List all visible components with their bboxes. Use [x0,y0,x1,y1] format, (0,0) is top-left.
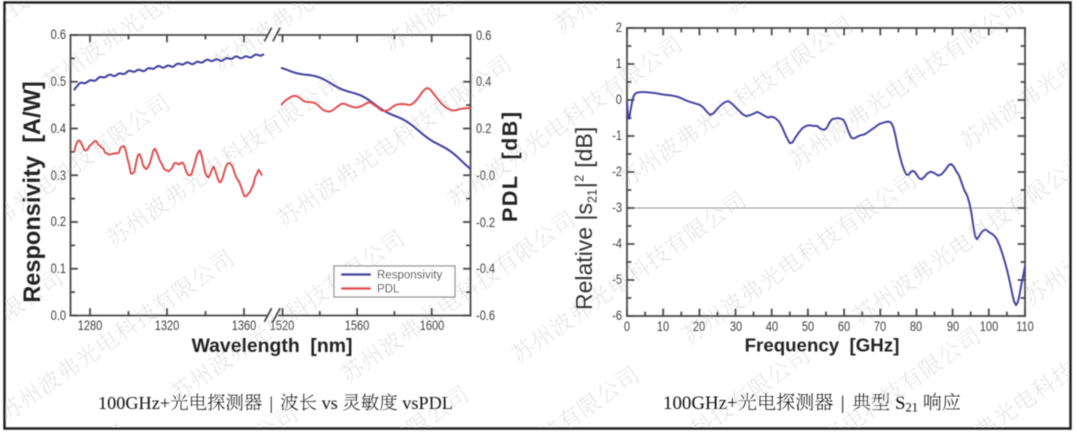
svg-text:-0.4: -0.4 [476,261,496,276]
svg-text:Frequency [GHz]: Frequency [GHz] [745,335,900,356]
svg-text:-0.2: -0.2 [476,215,495,230]
svg-text:0.6: 0.6 [51,27,66,42]
svg-text:0.0: 0.0 [51,308,66,323]
svg-text:-5: -5 [612,272,622,287]
svg-text:|: | [269,393,273,413]
svg-text:0.4: 0.4 [476,74,492,89]
svg-text:100: 100 [980,319,999,334]
svg-text:70: 70 [874,319,886,334]
svg-text:0.1: 0.1 [51,261,66,276]
svg-text:100GHz+: 100GHz+ [663,393,738,414]
svg-text:1600: 1600 [420,318,445,333]
svg-text:50: 50 [802,319,814,334]
svg-text:Responsivity [A/W]: Responsivity [A/W] [20,81,46,303]
svg-text:1360: 1360 [232,318,257,333]
svg-text:110: 110 [1016,319,1034,334]
svg-text:|: | [841,393,845,414]
svg-text:-1: -1 [612,128,622,143]
svg-text:vsPDL: vsPDL [402,393,453,413]
svg-text:S: S [895,393,906,414]
svg-text:2: 2 [573,175,587,182]
svg-text:10: 10 [657,319,669,334]
svg-text:PDL: PDL [377,284,400,296]
svg-text:|: | [571,182,597,188]
svg-text:0: 0 [616,92,622,107]
svg-text:Wavelength [nm]: Wavelength [nm] [192,335,353,357]
svg-text:0.6: 0.6 [476,28,491,43]
svg-text:1: 1 [616,56,622,71]
svg-text:-0.0: -0.0 [476,168,495,183]
svg-text:60: 60 [838,319,850,334]
svg-text:0.2: 0.2 [476,121,491,136]
svg-text:0.3: 0.3 [51,168,66,183]
svg-text:20: 20 [693,319,705,334]
svg-text:PDL [dB]: PDL [dB] [498,112,522,222]
svg-text:-3: -3 [612,200,622,215]
svg-text:0.5: 0.5 [51,74,66,89]
svg-text:Responsivity: Responsivity [377,270,442,282]
svg-text:1320: 1320 [155,318,180,333]
svg-text:21: 21 [906,401,918,415]
svg-text:2: 2 [616,20,622,35]
svg-text:0: 0 [624,319,630,334]
svg-text:80: 80 [910,319,922,334]
svg-text:-4: -4 [612,236,622,251]
svg-text:1520: 1520 [270,318,295,333]
svg-text:21: 21 [586,189,600,203]
svg-text:-2: -2 [612,164,622,179]
svg-text:-6: -6 [612,308,622,323]
svg-text:30: 30 [730,319,742,334]
svg-text:1280: 1280 [78,318,103,333]
svg-text:90: 90 [947,319,959,334]
svg-text:vs: vs [322,393,338,413]
svg-text:40: 40 [766,319,778,334]
svg-text:Relative |s: Relative |s [571,203,597,310]
svg-text:0.4: 0.4 [51,121,67,136]
svg-text:-0.6: -0.6 [476,308,495,323]
svg-text:1560: 1560 [345,318,370,333]
svg-text:100GHz+: 100GHz+ [98,393,170,413]
svg-text:[dB]: [dB] [571,127,597,168]
svg-text:0.2: 0.2 [51,214,66,229]
